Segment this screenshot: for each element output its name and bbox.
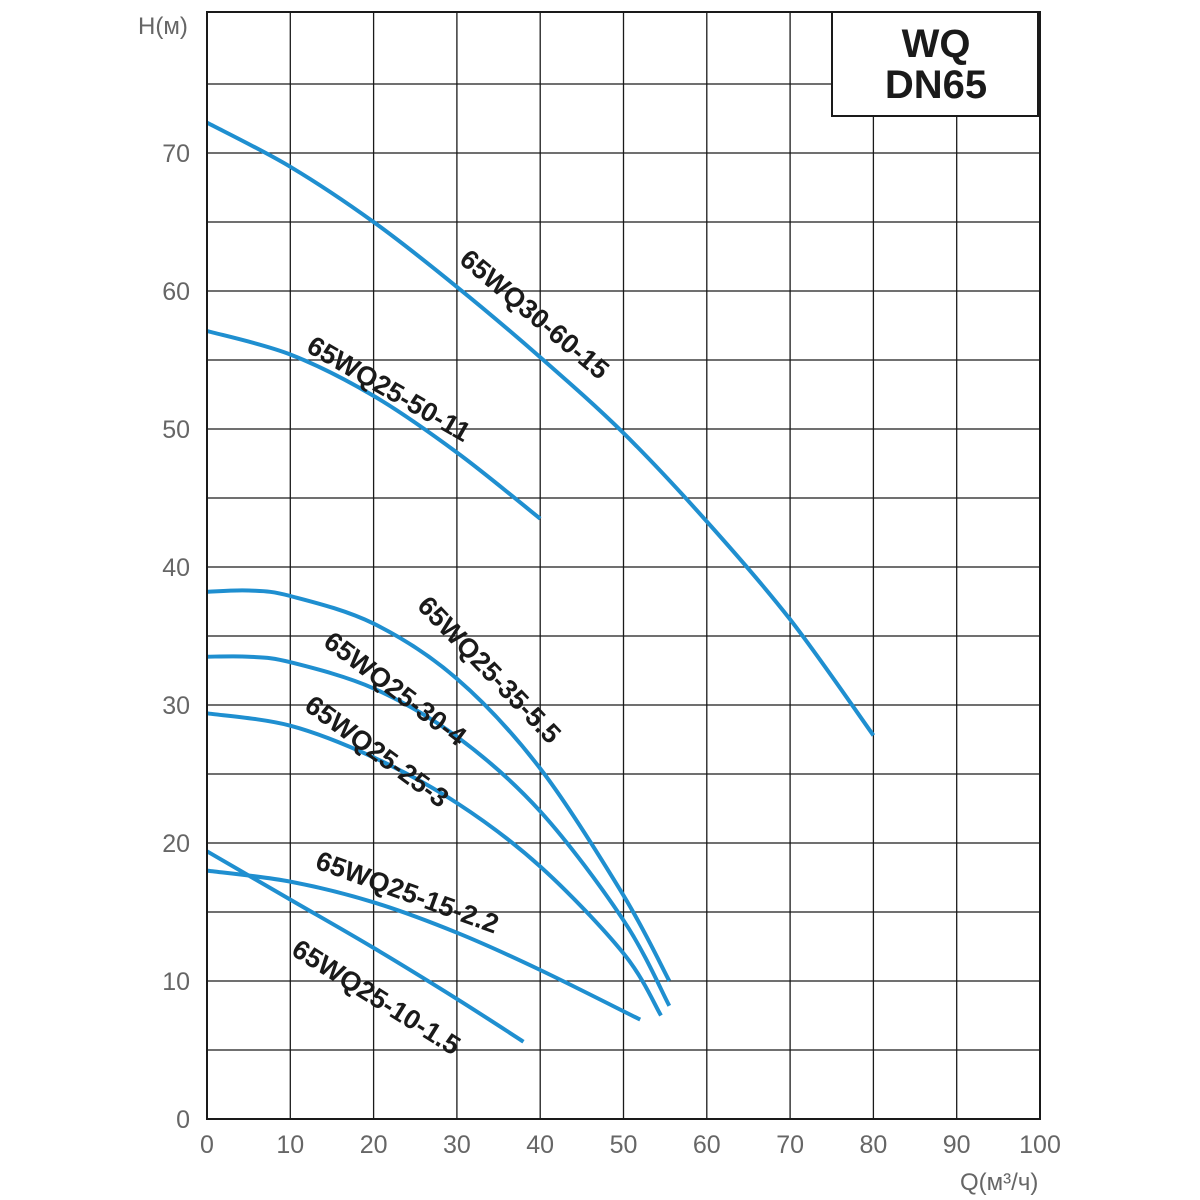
title-line-2: DN65 — [885, 63, 987, 107]
x-tick-label: 10 — [276, 1131, 304, 1159]
y-tick-label: 10 — [162, 968, 190, 996]
curve-65wq25-15-2.2 — [206, 868, 642, 1022]
grid — [207, 12, 1040, 1119]
curves — [206, 120, 876, 1044]
x-tick-label: 60 — [693, 1131, 721, 1159]
curve-65wq25-10-1.5 — [206, 849, 525, 1044]
curve-65wq25-30-4 — [206, 654, 672, 1007]
y-tick-label: 0 — [176, 1106, 190, 1134]
x-tick-label: 40 — [526, 1131, 554, 1159]
curve-65wq25-50-11 — [206, 329, 542, 521]
tick-labels: 0 10 20 30 40 50 60 70 80 90 100 0 10 20 30 40 50 60 70 — [162, 140, 1061, 1159]
curve-65wq25-25-3 — [206, 711, 663, 1017]
plot-frame — [206, 11, 1041, 1120]
y-tick-label: 50 — [162, 416, 190, 444]
curve-label-65wq25-10-1.5: 65WQ25-10-1.5 — [287, 934, 466, 1061]
x-tick-label: 0 — [200, 1131, 214, 1159]
curve-label-65wq30-60-15: 65WQ30-60-15 — [454, 244, 615, 386]
y-tick-label: 70 — [162, 140, 190, 168]
y-tick-label: 60 — [162, 278, 190, 306]
x-tick-label: 70 — [776, 1131, 804, 1159]
x-tick-label: 50 — [610, 1131, 638, 1159]
y-tick-label: 30 — [162, 692, 190, 720]
title-box: WQ DN65 — [831, 11, 1039, 117]
x-tick-label: 100 — [1019, 1131, 1061, 1159]
y-tick-label: 40 — [162, 554, 190, 582]
x-tick-label: 30 — [443, 1131, 471, 1159]
curve-65wq25-35-5.5 — [206, 588, 672, 982]
curve-labels: 65WQ30-60-15 65WQ25-50-11 65WQ25-35-5.5 … — [287, 244, 615, 1061]
curve-label-65wq25-50-11: 65WQ25-50-11 — [302, 330, 476, 448]
x-tick-label: 20 — [360, 1131, 388, 1159]
y-axis-label: H(м) — [138, 13, 188, 40]
y-tick-label: 20 — [162, 830, 190, 858]
x-axis-label: Q(м³/ч) — [960, 1169, 1038, 1196]
title-box-frame — [831, 11, 1039, 117]
curve-65wq30-60-15 — [206, 120, 876, 737]
x-tick-label: 80 — [859, 1131, 887, 1159]
title-line-1: WQ — [902, 22, 971, 66]
x-tick-label: 90 — [943, 1131, 971, 1159]
